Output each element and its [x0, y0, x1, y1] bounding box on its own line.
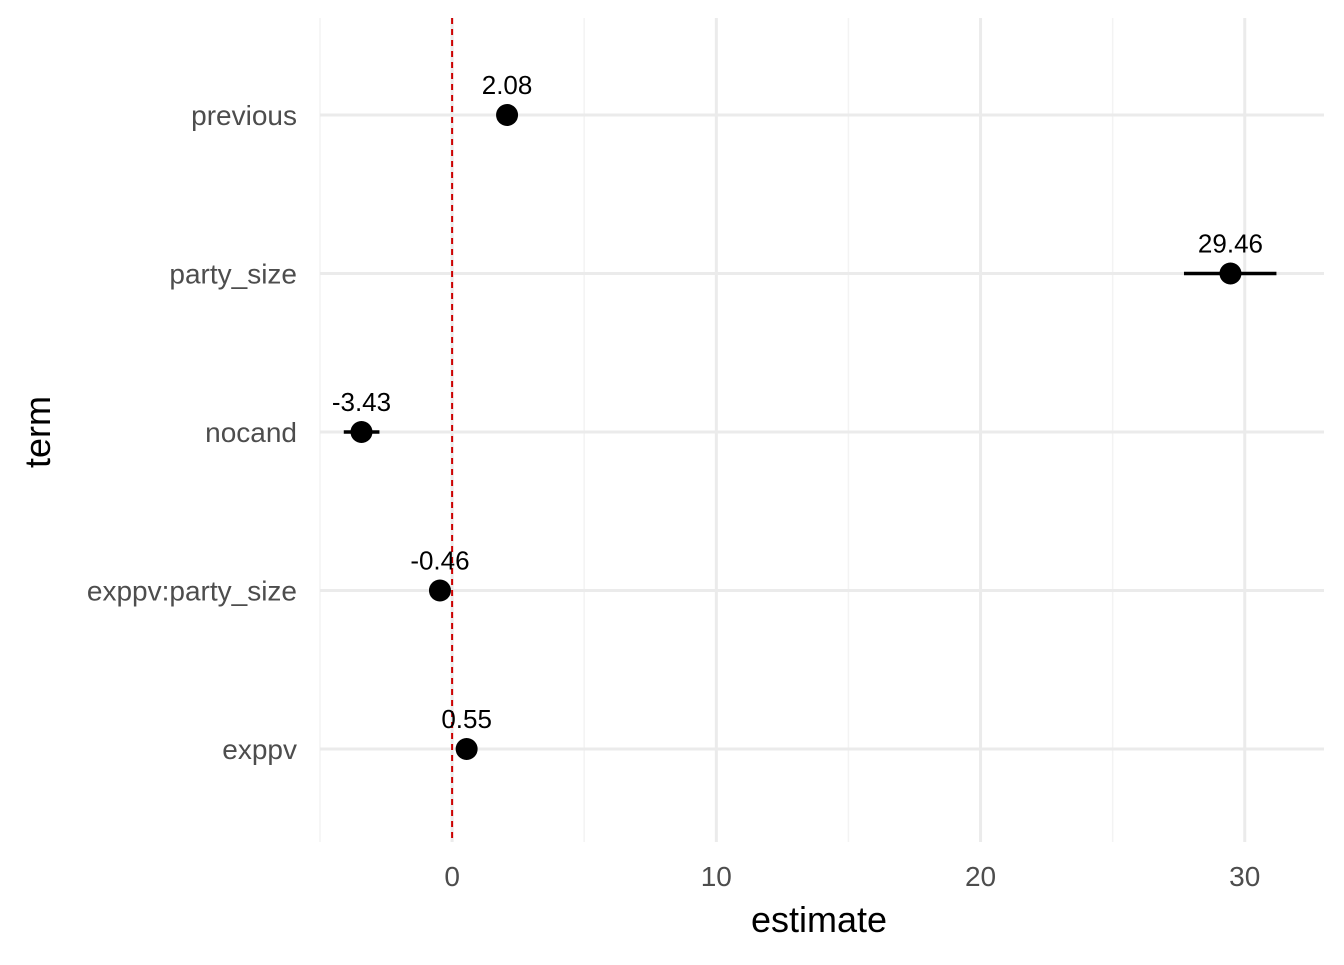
data-label: 0.55	[441, 704, 492, 734]
data-point	[455, 738, 478, 760]
y-tick-label: exppv	[222, 734, 297, 765]
data-label: 2.08	[482, 70, 533, 100]
data-point	[496, 104, 519, 126]
x-tick-label: 30	[1229, 861, 1260, 892]
data-label: 29.46	[1198, 229, 1263, 259]
data-marks: 2.08 29.46 -3.43 -0.46 0.55	[332, 70, 1277, 760]
data-point	[428, 579, 451, 602]
y-tick-label: party_size	[169, 259, 297, 290]
y-tick-label: nocand	[205, 417, 297, 448]
y-axis-title: term	[17, 396, 58, 468]
data-point	[350, 421, 373, 443]
y-tick-label: exppv:party_size	[87, 576, 297, 607]
x-tick-label: 0	[444, 861, 460, 892]
x-tick-label: 20	[965, 861, 996, 892]
data-label: -3.43	[332, 387, 391, 417]
x-tick-label: 10	[701, 861, 732, 892]
x-axis-tick-labels: 0 10 20 30	[444, 861, 1260, 892]
data-point	[1219, 262, 1242, 285]
x-axis-title: estimate	[751, 899, 887, 940]
data-label: -0.46	[410, 546, 469, 576]
minor-gridlines	[319, 18, 1114, 842]
y-tick-label: previous	[191, 100, 297, 131]
